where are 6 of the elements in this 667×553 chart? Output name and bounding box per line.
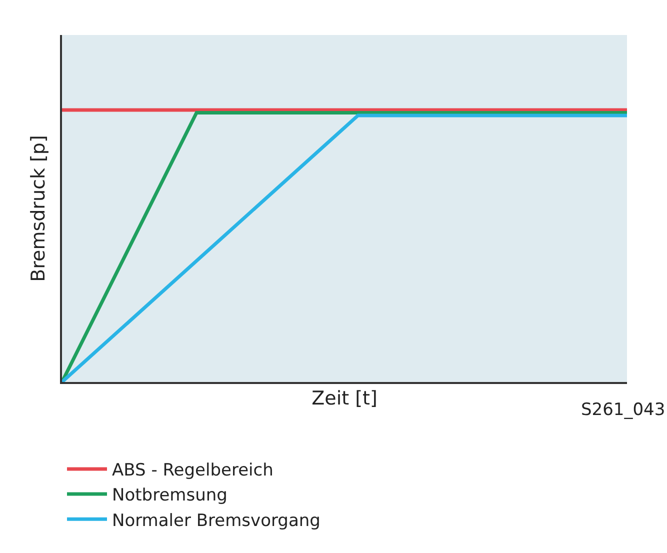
text: S261_043: [581, 400, 666, 420]
legend-label: Normaler Bremsvorgang: [112, 510, 320, 531]
legend-label: Notbremsung: [112, 486, 228, 506]
y-axis-title: Bremsdruck [p]: [27, 135, 50, 282]
x-axis-title: Zeit [t]: [312, 387, 378, 410]
legend-label: ABS - Regelbereich: [112, 460, 274, 481]
